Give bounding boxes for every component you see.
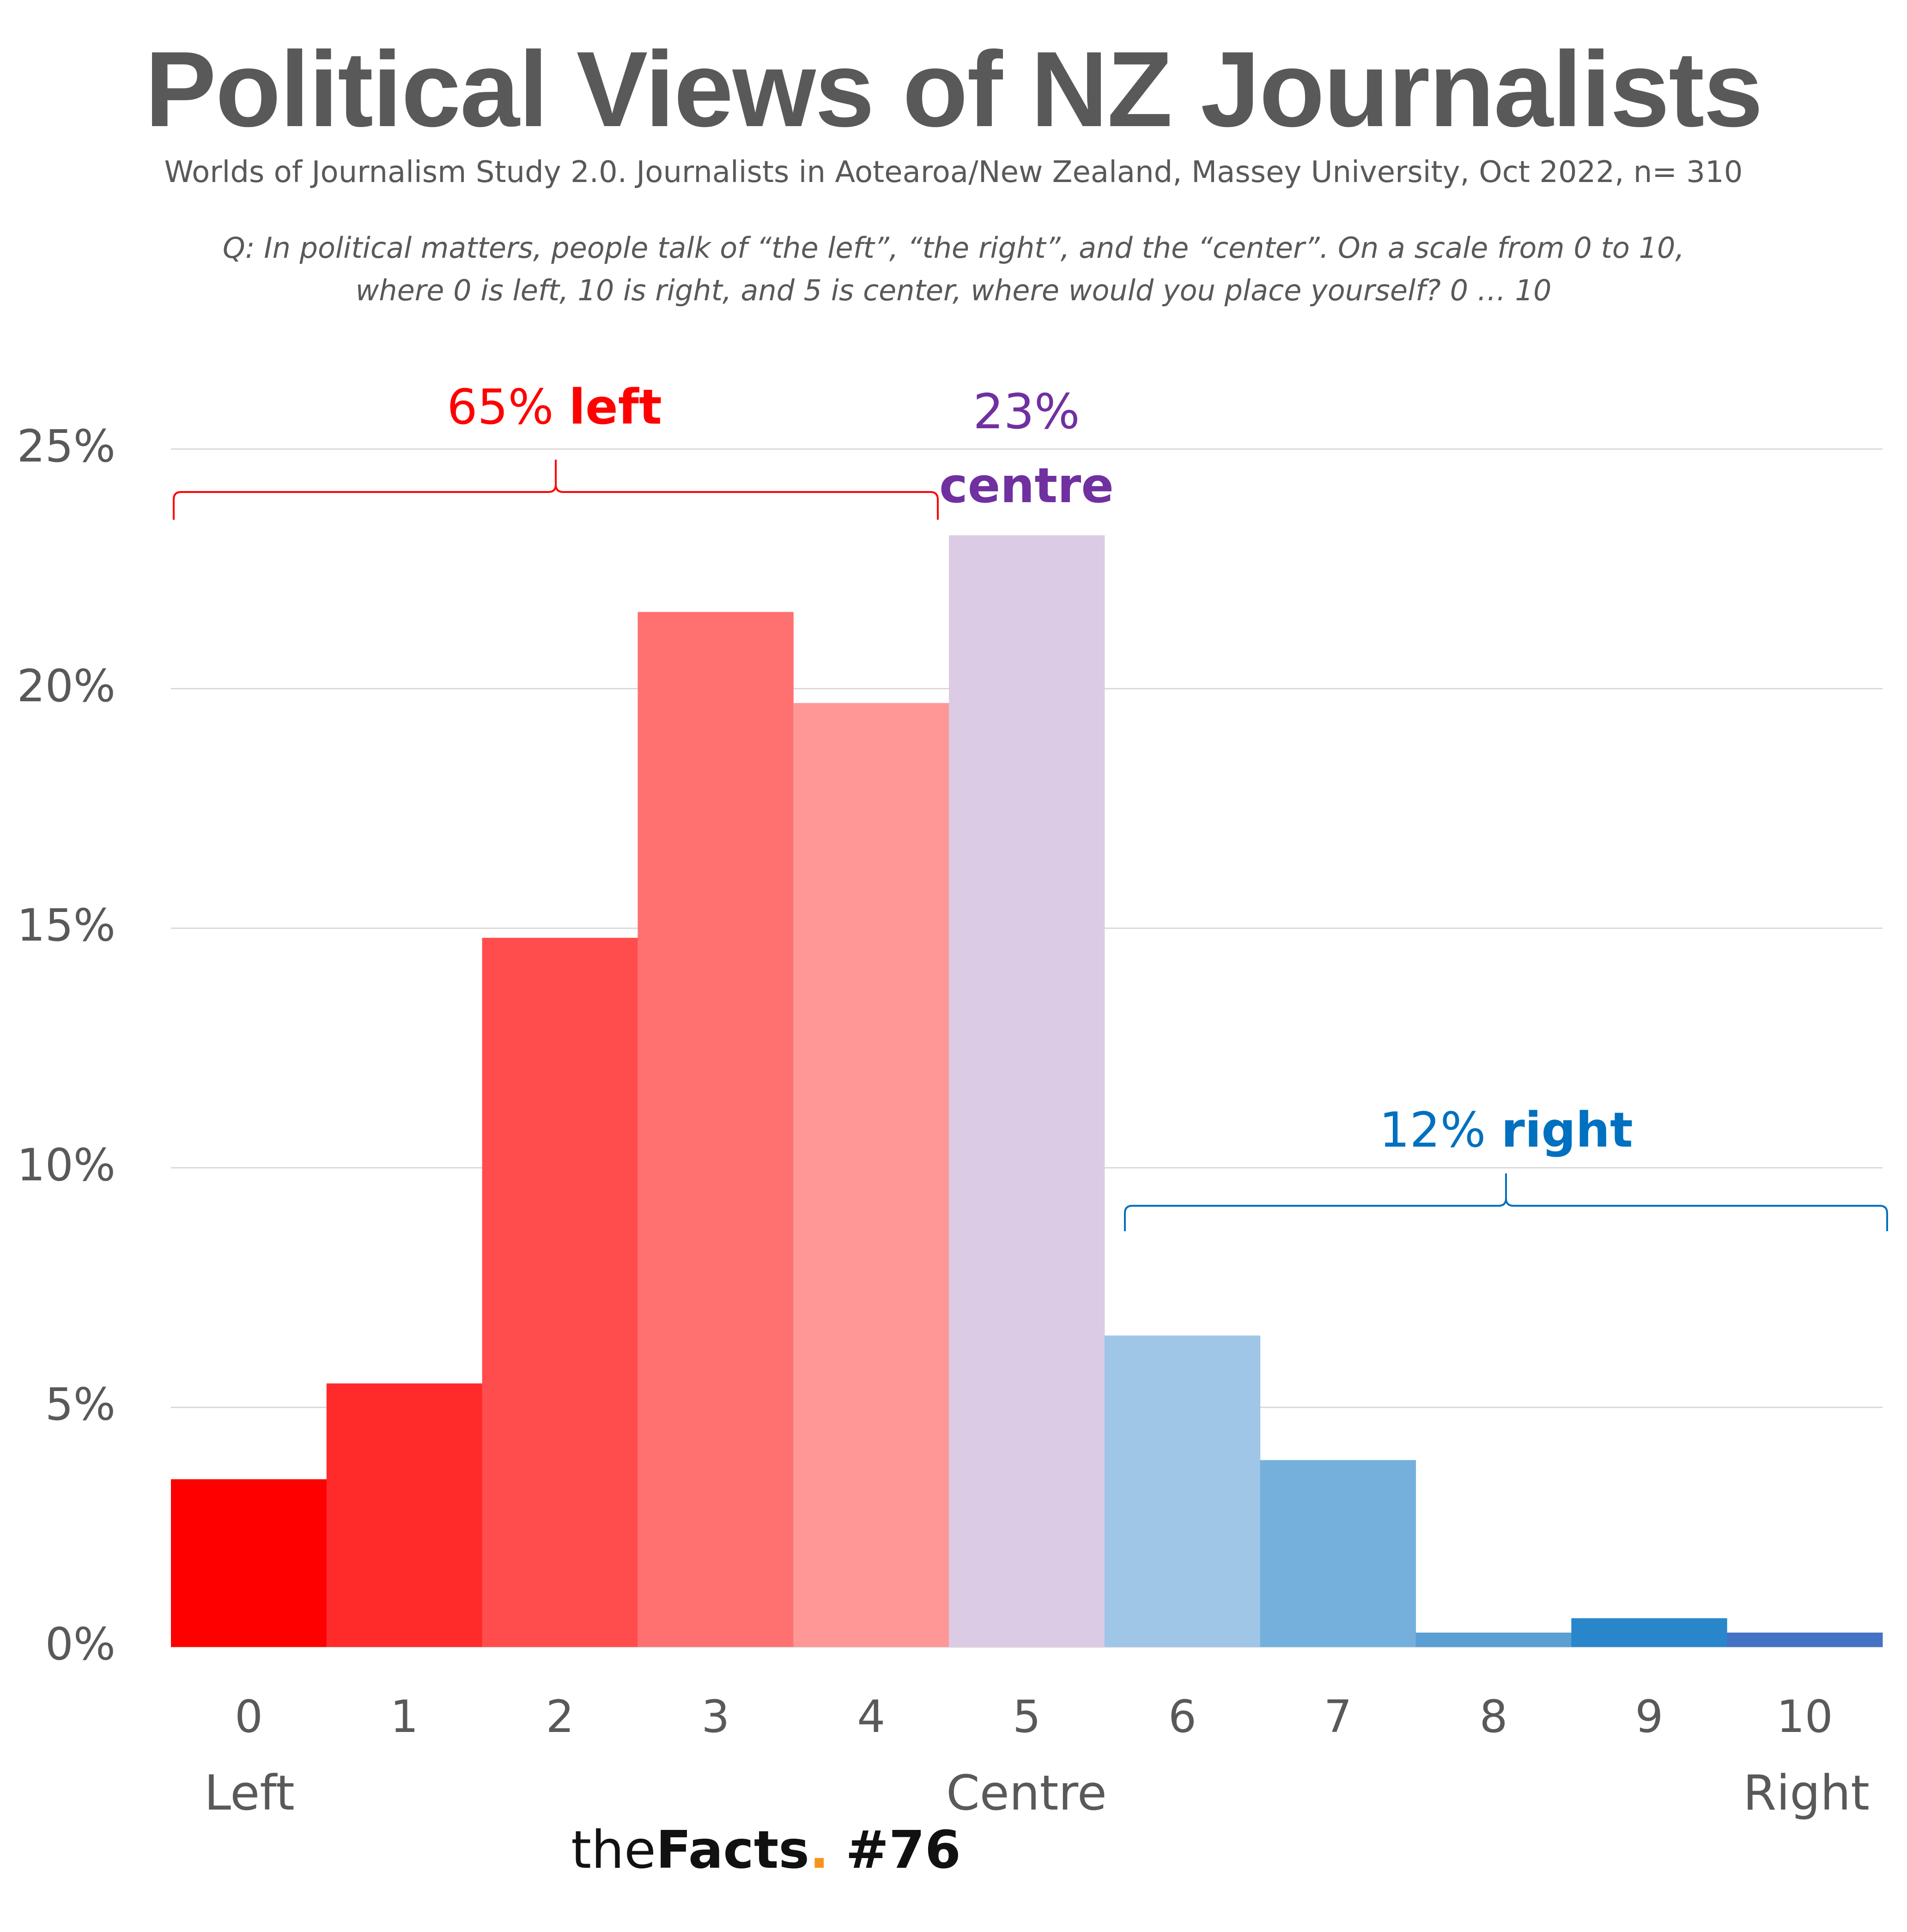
survey-question-line-1: Q: In political matters, people talk of … — [222, 231, 1685, 265]
brand-dot: . — [809, 1820, 829, 1880]
x-sublabel-left: Left — [204, 1765, 295, 1821]
x-tick-label: 2 — [546, 1691, 574, 1743]
left-annotation-word: left — [569, 379, 662, 435]
bar-2 — [482, 937, 638, 1647]
x-tick-label: 5 — [1013, 1691, 1041, 1743]
x-tick-label: 0 — [234, 1691, 263, 1743]
bar-10 — [1727, 1632, 1883, 1647]
y-tick-label: 10% — [17, 1139, 115, 1191]
left-annotation-pct: 65% — [447, 379, 554, 435]
x-tick-label: 1 — [390, 1691, 419, 1743]
bar-0 — [171, 1479, 327, 1647]
left-brace — [173, 484, 939, 520]
chart-title: Political Views of NZ Journalists — [145, 30, 1763, 149]
y-tick-label: 20% — [17, 660, 115, 712]
x-sublabel-right: Right — [1743, 1765, 1870, 1821]
right-annotation-pct: 12% — [1379, 1102, 1486, 1158]
bar-8 — [1415, 1632, 1572, 1647]
x-tick-label: 3 — [701, 1691, 730, 1743]
x-tick-label: 7 — [1324, 1691, 1352, 1743]
bar-5 — [949, 535, 1105, 1647]
left-annotation: 65% left — [370, 379, 739, 435]
bar-3 — [638, 612, 794, 1647]
survey-question-line-2: where 0 is left, 10 is right, and 5 is c… — [355, 273, 1552, 307]
x-tick-label: 10 — [1776, 1691, 1833, 1743]
issue-number: #76 — [845, 1820, 961, 1880]
y-tick-label: 25% — [17, 420, 115, 472]
right-annotation: 12% right — [1321, 1102, 1691, 1158]
bar-7 — [1260, 1460, 1416, 1647]
x-tick-label: 4 — [857, 1691, 886, 1743]
brand-the: the — [571, 1820, 656, 1880]
x-tick-label: 9 — [1635, 1691, 1664, 1743]
brand-footer: theFacts. #76 — [0, 1820, 1532, 1880]
x-sublabel-centre: Centre — [946, 1765, 1107, 1821]
bar-4 — [793, 703, 949, 1647]
x-tick-label: 6 — [1168, 1691, 1196, 1743]
right-annotation-word: right — [1501, 1102, 1633, 1158]
bar-6 — [1104, 1335, 1261, 1647]
centre-annotation-pct: 23% — [973, 383, 1080, 440]
chart-subtitle: Worlds of Journalism Study 2.0. Journali… — [164, 155, 1743, 189]
bar-1 — [326, 1383, 483, 1647]
y-tick-label: 5% — [45, 1379, 115, 1431]
x-tick-label: 8 — [1479, 1691, 1508, 1743]
brand-facts: Facts — [656, 1820, 810, 1880]
right-brace — [1124, 1198, 1888, 1231]
y-tick-label: 15% — [17, 899, 115, 952]
bar-9 — [1571, 1618, 1727, 1647]
y-tick-label: 0% — [45, 1618, 115, 1670]
centre-annotation-word: centre — [939, 457, 1114, 514]
